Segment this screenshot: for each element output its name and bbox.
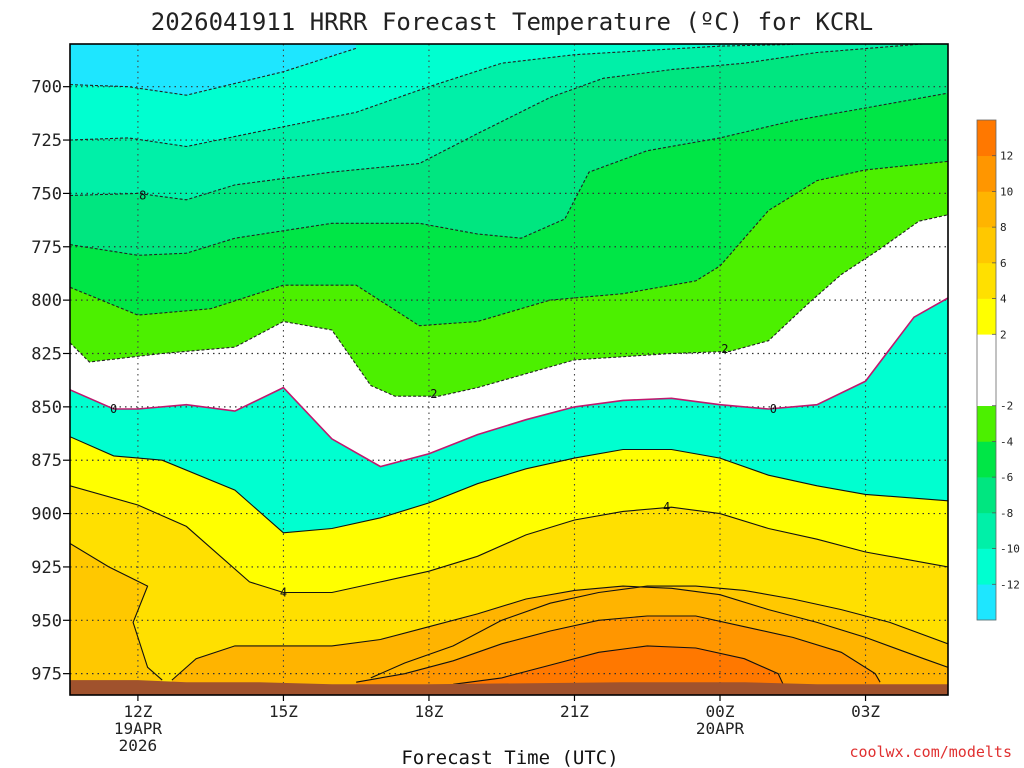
colorbar-segment — [977, 477, 996, 514]
colorbar-label: 8 — [1000, 221, 1007, 234]
contour-line-m8 — [70, 44, 929, 201]
contour-line-2 — [70, 436, 948, 534]
y-tick-label: 975 — [31, 665, 62, 685]
contour-lines — [70, 44, 948, 685]
y-tick-label: 700 — [31, 78, 62, 98]
contour-value-label: 0 — [770, 402, 777, 416]
contour-line-m10 — [70, 44, 793, 148]
colorbar-segment — [977, 298, 996, 335]
colorbar-segment — [977, 405, 996, 442]
colorbar-segment — [977, 262, 996, 299]
grid-lines — [70, 44, 948, 695]
contour-line-m4 — [70, 160, 948, 327]
x-axis-title: Forecast Time (UTC) — [401, 747, 618, 768]
colorbar-segment — [977, 584, 996, 621]
colorbar-segment — [977, 441, 996, 478]
x-tick-label: 03Z — [851, 702, 880, 721]
colorbar-segment — [977, 191, 996, 228]
ground-fill — [70, 680, 948, 695]
colorbar-label: 2 — [1000, 328, 1007, 341]
y-tick-label: 875 — [31, 451, 62, 471]
contour-value-label: 0 — [110, 402, 117, 416]
colorbar-legend: -12 -10 -8 -6 -4 -2 2 4 6 8 10 12 — [976, 119, 1020, 621]
colorbar-label: 12 — [1000, 150, 1013, 163]
colorbar-segment — [977, 548, 996, 585]
y-tick-label: 950 — [31, 611, 62, 631]
contour-line-0 — [70, 297, 948, 468]
plot-frame — [69, 43, 949, 696]
colorbar-label: 10 — [1000, 185, 1013, 198]
contour-line-6 — [370, 585, 948, 679]
x-tick-label: 21Z — [560, 702, 589, 721]
x-tick-label: 2026 — [119, 736, 158, 755]
colorbar-label: -4 — [1000, 435, 1014, 448]
colorbar-label: -2 — [1000, 400, 1013, 413]
colorbar-segment — [977, 120, 996, 157]
y-tick-label: 925 — [31, 558, 62, 578]
chart-title: 2026041911 HRRR Forecast Temperature (ºC… — [151, 8, 873, 36]
colorbar-segment — [977, 512, 996, 549]
contour-line-m2 — [70, 214, 948, 397]
x-tick-label: 18Z — [415, 702, 444, 721]
colorbar-label: 6 — [1000, 257, 1007, 270]
source-credit[interactable]: coolwx.com/modelts — [849, 743, 1012, 761]
y-tick-label: 725 — [31, 131, 62, 151]
colorbar-label: -8 — [1000, 507, 1013, 520]
y-tick-label: 900 — [31, 505, 62, 525]
x-tick-label: 20APR — [696, 719, 745, 738]
colorbar-segment — [977, 227, 996, 264]
contour-line-4 — [70, 485, 948, 594]
x-tick-label: 15Z — [269, 702, 298, 721]
contour-value-label: 2 — [430, 387, 437, 401]
contour-line-12 — [453, 645, 784, 685]
y-tick-label: 800 — [31, 291, 62, 311]
colorbar-label: -6 — [1000, 471, 1013, 484]
colorbar-label: -12 — [1000, 578, 1020, 591]
contour-labels: 2 2 0 0 4 4 8 — [110, 189, 777, 600]
colorbar-segment — [977, 334, 996, 407]
ground-surface — [70, 680, 948, 695]
fill-band-m12 — [70, 44, 357, 96]
colorbar-frame — [976, 119, 997, 621]
y-tick-label: 775 — [31, 238, 62, 258]
y-tick-label: 850 — [31, 398, 62, 418]
contour-line-m12 — [70, 47, 357, 96]
contour-line-m6 — [70, 92, 948, 256]
x-tick-label: 19APR — [114, 719, 163, 738]
contour-line-6 — [70, 543, 163, 681]
pressure-axis: 700 725 750 775 800 825 850 875 900 925 950 975 — [31, 78, 70, 685]
contour-value-label: 2 — [721, 342, 728, 356]
colorbar-segment — [977, 155, 996, 192]
contour-value-label: 8 — [139, 189, 146, 203]
x-tick-label: 12Z — [123, 702, 152, 721]
x-tick-label: 00Z — [706, 702, 735, 721]
contour-value-label: 4 — [663, 500, 670, 514]
contour-line-8 — [171, 585, 948, 681]
y-tick-label: 750 — [31, 184, 62, 204]
colorbar-label: -10 — [1000, 543, 1020, 556]
fill-band-6 — [70, 543, 163, 695]
colorbar-label: 4 — [1000, 293, 1007, 306]
y-tick-label: 825 — [31, 344, 62, 364]
contour-line-10 — [356, 615, 881, 683]
contour-value-label: 4 — [280, 586, 287, 600]
temperature-fill-layers — [70, 44, 948, 695]
